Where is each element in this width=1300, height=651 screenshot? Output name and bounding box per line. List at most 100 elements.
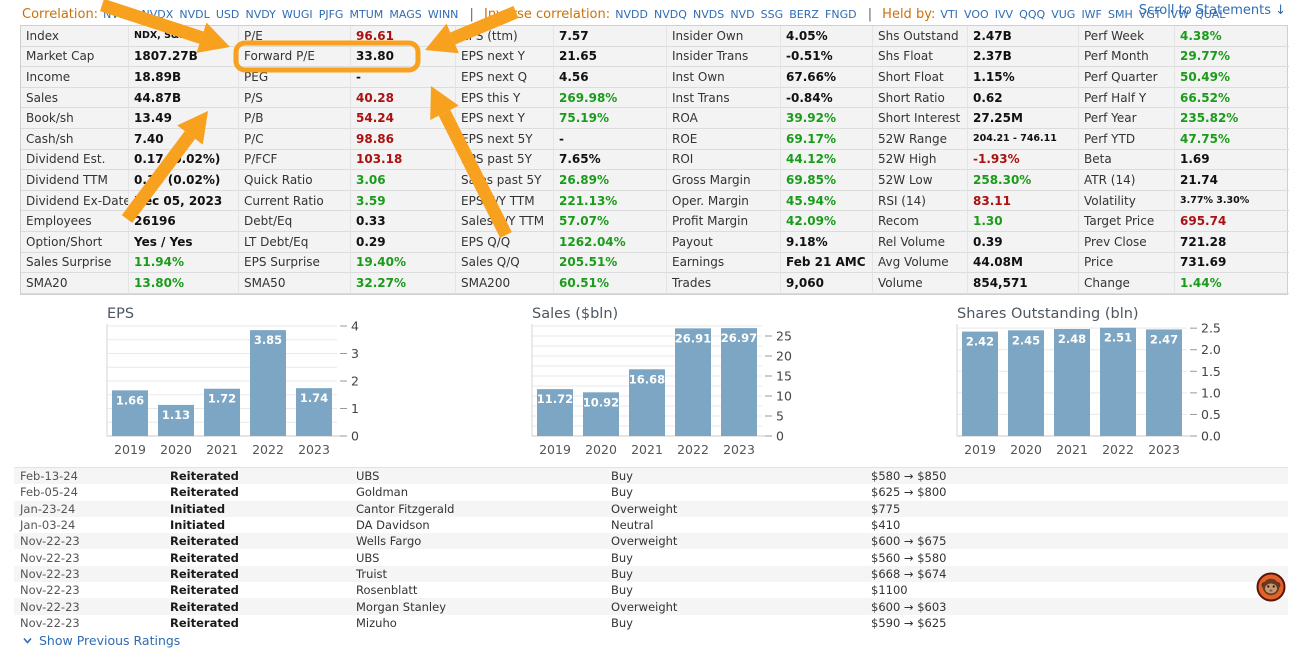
snapshot-label: Short Ratio (873, 87, 968, 109)
snapshot-label: ROI (667, 149, 781, 171)
ticker-link-winn[interactable]: WINN (427, 8, 459, 21)
snapshot-label: EPS next Q (456, 67, 554, 88)
ticker-link-nvdy[interactable]: NVDY (245, 8, 276, 21)
snapshot-value: 1.44% (1175, 273, 1289, 294)
correlation-bar: Correlation: NVDU NVDX NVDL USD NVDY WUG… (22, 3, 1286, 22)
rating-date: Nov-22-23 (20, 599, 80, 614)
ticker-link-mags[interactable]: MAGS (389, 8, 422, 21)
snapshot-value: 258.30% (968, 170, 1079, 191)
svg-text:Shares Outstanding (bln): Shares Outstanding (bln) (957, 306, 1139, 322)
svg-text:1.0: 1.0 (1201, 385, 1221, 400)
snapshot-label: EPS next Y (456, 46, 554, 68)
ticker-link-nvdd[interactable]: NVDD (615, 8, 648, 21)
rating-price-target: $580 → $850 (871, 469, 947, 484)
snapshot-label: Perf Week (1079, 26, 1175, 47)
ticker-link-vug[interactable]: VUG (1051, 8, 1076, 21)
rating-action: Reiterated (170, 583, 239, 598)
ticker-link-qual[interactable]: QUAL (1195, 8, 1226, 21)
svg-text:1.13: 1.13 (162, 408, 190, 422)
snapshot-value: 45.94% (781, 190, 873, 212)
svg-text:2020: 2020 (160, 442, 192, 457)
snapshot-value: 7.65% (554, 149, 667, 171)
rating-date: Jan-03-24 (20, 518, 76, 533)
snapshot-value: 67.66% (781, 67, 873, 88)
snapshot-value: 2.37B (968, 46, 1079, 68)
rating-date: Nov-22-23 (20, 583, 80, 598)
ticker-link-nvdx[interactable]: NVDX (141, 8, 174, 21)
ticker-link-pjfg[interactable]: PJFG (318, 8, 344, 21)
rating-price-target: $590 → $625 (871, 615, 947, 630)
snapshot-label: Target Price (1079, 211, 1175, 232)
scroll-to-statements-link[interactable]: Scroll to Statements ↓ (1138, 3, 1286, 18)
ticker-link-nvdq[interactable]: NVDQ (654, 8, 687, 21)
ticker-link-nvds[interactable]: NVDS (693, 8, 725, 21)
ticker-link-nvd[interactable]: NVD (730, 8, 755, 21)
snapshot-value: 721.28 (1175, 232, 1289, 253)
ticker-link-iwf[interactable]: IWF (1081, 8, 1102, 21)
snapshot-label: Perf Month (1079, 46, 1175, 68)
rating-row: Feb-13-24 Reiterated UBS Buy $580 → $850 (14, 468, 1288, 485)
snapshot-value: 3.06 (351, 170, 456, 191)
snapshot-label: Perf YTD (1079, 128, 1175, 150)
snapshot-value: 19.40% (351, 252, 456, 274)
snapshot-value: - (554, 128, 667, 150)
rating-analyst: Morgan Stanley (356, 599, 446, 614)
snapshot-value: 2.47B (968, 26, 1079, 47)
snapshot-value: 204.21 - 746.11 (968, 128, 1079, 150)
svg-text:0.0: 0.0 (1201, 429, 1221, 444)
snapshot-label: Forward P/E (239, 46, 351, 68)
snapshot-label: Volume (873, 273, 968, 294)
svg-text:26.97: 26.97 (721, 331, 757, 345)
heldby-ticker-list: VTI VOO IVV QQQ VUG IWF SMH VGT IVW QUAL (940, 3, 1226, 22)
sales-chart: Sales ($bln) 0 5 10 15 20 25 11.72 2019 10.92 2020… (531, 306, 792, 457)
snapshot-label: Sales Surprise (21, 252, 129, 274)
ticker-link-smh[interactable]: SMH (1107, 8, 1133, 21)
rating-price-target: $625 → $800 (871, 485, 947, 500)
ticker-link-usd[interactable]: USD (215, 8, 240, 21)
snapshot-label: EPS Y/Y TTM (456, 190, 554, 212)
snapshot-label: Payout (667, 231, 781, 253)
rating-analyst: Goldman (356, 485, 408, 500)
ticker-link-vgt[interactable]: VGT (1138, 8, 1162, 21)
ticker-link-wugi[interactable]: WUGI (281, 8, 313, 21)
ticker-link-qqq[interactable]: QQQ (1019, 8, 1046, 21)
ticker-link-mtum[interactable]: MTUM (349, 8, 384, 21)
svg-text:2020: 2020 (1010, 442, 1042, 457)
snapshot-value: 854,571 (968, 273, 1079, 294)
snapshot-label: Shs Outstand (873, 26, 968, 47)
snapshot-value: 11.94% (129, 252, 239, 274)
snapshot-label: SMA50 (239, 273, 351, 294)
ticker-link-nvdl[interactable]: NVDL (179, 8, 210, 21)
rating-analyst: DA Davidson (356, 518, 430, 533)
svg-text:16.68: 16.68 (629, 372, 665, 386)
ticker-link-vti[interactable]: VTI (940, 8, 958, 21)
snapshot-value: 3.77% 3.30% (1175, 191, 1289, 212)
snapshot-label: P/B (239, 108, 351, 129)
ticker-link-ivv[interactable]: IVV (994, 8, 1014, 21)
rating-value: Overweight (611, 534, 678, 549)
snapshot-value: - (351, 67, 456, 88)
snapshot-label: Earnings (667, 252, 781, 274)
ticker-link-ivw[interactable]: IVW (1167, 8, 1189, 21)
ticker-link-fngd[interactable]: FNGD (825, 8, 857, 21)
rating-value: Buy (611, 566, 633, 581)
ticker-link-ssg[interactable]: SSG (760, 8, 784, 21)
svg-text:2023: 2023 (298, 442, 330, 457)
snapshot-value: -0.51% (781, 46, 873, 68)
svg-text:10: 10 (776, 389, 792, 404)
snapshot-label: Employees (21, 211, 129, 232)
snapshot-label: EPS next 5Y (456, 128, 554, 150)
snapshot-value: 21.74 (1175, 170, 1289, 191)
show-previous-ratings-link[interactable]: Show Previous Ratings (22, 633, 180, 648)
snapshot-label: Option/Short (21, 231, 129, 253)
ticker-link-voo[interactable]: VOO (964, 8, 989, 21)
svg-text:4: 4 (351, 319, 359, 334)
snapshot-label: Short Interest (873, 108, 968, 129)
snapshot-label: EPS next Y (456, 108, 554, 129)
snapshot-label: P/E (239, 26, 351, 47)
snapshot-label: SMA20 (21, 273, 129, 294)
ticker-link-berz[interactable]: BERZ (789, 8, 819, 21)
ticker-link-nvdu[interactable]: NVDU (103, 8, 136, 21)
snapshot-value: 7.57 (554, 26, 667, 47)
snapshot-label: Perf Year (1079, 108, 1175, 129)
